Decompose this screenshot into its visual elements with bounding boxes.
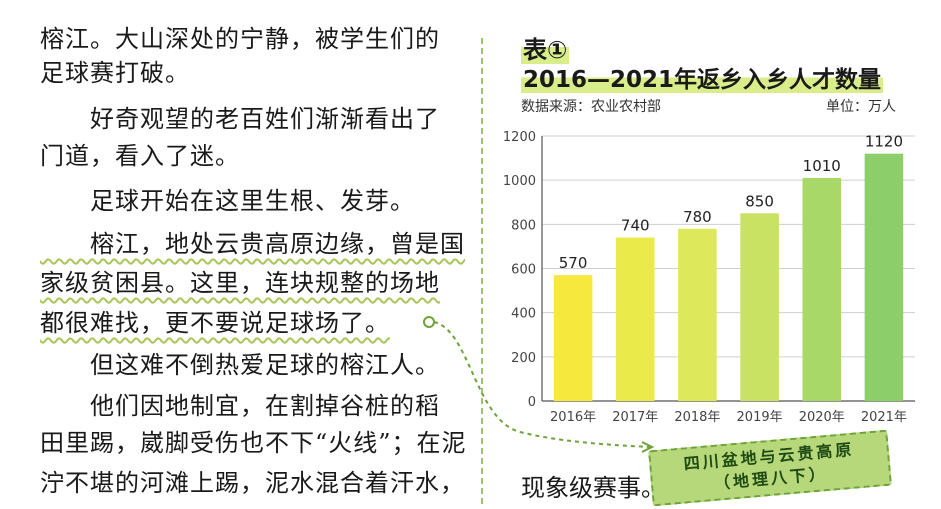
text-line: 门道，看入了迷。: [40, 142, 240, 170]
data-source: 数据来源：农业农村部: [521, 99, 661, 115]
y-tick-label: 1000: [503, 174, 536, 189]
bar-chart: 0 200 400 600 800 1000 1200 570 2016年 740 2017年 780…: [503, 130, 915, 425]
x-tick-label: 2018年: [674, 410, 720, 425]
data-label: 780: [683, 208, 712, 226]
text-line: 好奇观望的老百姓们渐渐看出了: [40, 105, 440, 133]
x-tick-label: 2017年: [612, 410, 658, 425]
y-tick-label: 600: [511, 263, 536, 278]
article-left-column: 榕江。大山深处的宁静，被学生们的 足球赛打破。 好奇观望的老百姓们渐渐看出了 门…: [0, 0, 470, 509]
text-line-highlighted: 都很难找，更不要说足球场了。: [40, 309, 390, 337]
bar: [740, 213, 779, 401]
data-label: 850: [745, 192, 774, 210]
x-tick-label: 2020年: [799, 410, 845, 425]
text-line: 田里踢，崴脚受伤也不下“火线”；在泥: [40, 429, 467, 457]
bar: [678, 228, 717, 401]
data-label: 570: [559, 254, 588, 272]
bar: [553, 275, 593, 401]
column-divider: [481, 38, 483, 504]
text-line: 榕江。大山深处的宁静，被学生们的: [40, 25, 440, 53]
text-line: 足球开始在这里生根、发芽。: [40, 187, 415, 215]
text-line-highlighted: 家级贫困县。这里，连块规整的场地: [40, 269, 440, 297]
y-tick-label: 200: [511, 351, 536, 366]
figure-title: 2016—2021年返乡入乡人才数量: [521, 67, 884, 93]
data-label: 1120: [865, 133, 903, 151]
x-tick-label: 2016年: [550, 410, 596, 425]
data-label: 1010: [803, 157, 841, 175]
unit-label: 单位：万人: [826, 99, 896, 115]
text-line-highlighted: 榕江，地处云贵高原边缘，曾是国: [40, 230, 465, 258]
bar: [802, 177, 842, 401]
y-tick-label: 400: [511, 307, 536, 322]
text-line: 他们因地制宜，在割掉谷桩的稻: [40, 392, 440, 420]
text-line: 泞不堪的河滩上踢，泥水混合着汗水，: [40, 469, 465, 497]
figure-label: 表①: [521, 36, 570, 64]
y-tick-label: 800: [511, 218, 536, 233]
bar: [615, 237, 655, 401]
x-tick-label: 2021年: [861, 410, 907, 425]
text-line: 但这难不倒热爱足球的榕江人。: [40, 351, 440, 379]
text-line: 足球赛打破。: [40, 59, 190, 87]
data-label: 740: [621, 217, 650, 235]
bottom-text: 现象级赛事。: [521, 474, 665, 502]
y-tick-label: 0: [528, 395, 536, 410]
y-tick-label: 1200: [503, 130, 536, 145]
bar: [864, 153, 904, 401]
x-tick-label: 2019年: [737, 410, 783, 425]
